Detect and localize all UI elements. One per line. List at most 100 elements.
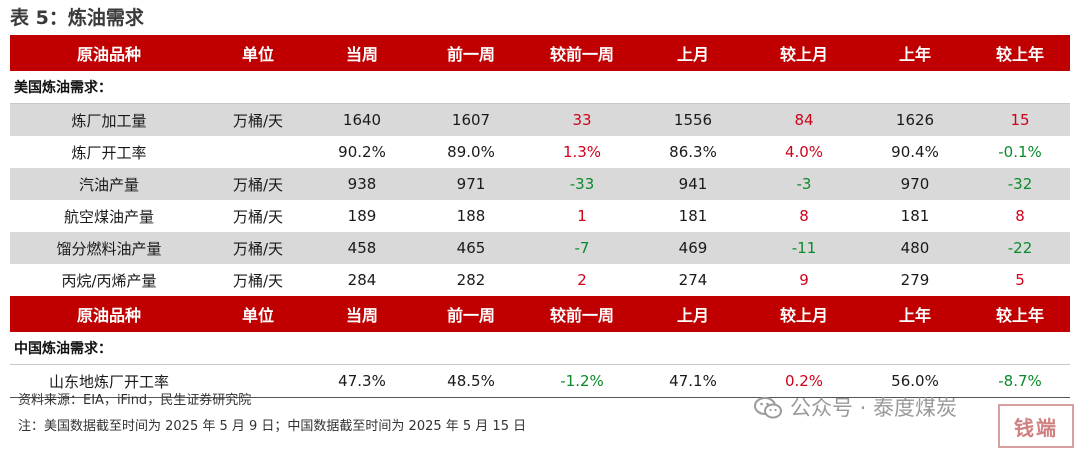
cell-name: 汽油产量 [78, 175, 139, 194]
cell-yoy: 15 [1010, 111, 1030, 129]
cell-month: 941 [678, 175, 708, 193]
cell-name: 丙烷/丙烯产量 [61, 271, 157, 290]
cell-unit: 万桶/天 [232, 175, 284, 194]
table-row: 炼厂加工量 万桶/天 1640 1607 33 1556 84 1626 15 [10, 104, 1070, 136]
cell-year: 480 [900, 239, 930, 257]
section-label: 中国炼油需求： [14, 341, 112, 357]
cell-wow: -7 [574, 239, 590, 257]
cell-mom: -11 [791, 239, 817, 257]
corner-stamp: 钱端 [998, 404, 1074, 448]
header-cell: 当周 [345, 45, 378, 64]
refining-demand-table: 原油品种 单位 当周 前一周 较前一周 上月 较上月 上年 较上年 美国炼油需求… [10, 35, 1070, 398]
cell-wow: -33 [569, 175, 595, 193]
cell-week: 458 [347, 239, 377, 257]
table-row: 山东地炼厂开工率 47.3% 48.5% -1.2% 47.1% 0.2% 56.0% -8.… [10, 365, 1070, 397]
cell-week: 90.2% [338, 143, 386, 161]
cell-wow: 33 [572, 111, 592, 129]
header-cell: 较上月 [779, 45, 828, 64]
footnote: 注：美国数据截至时间为 2025 年 5 月 9 日；中国数据截至时间为 202… [18, 419, 527, 434]
cell-mom: 9 [799, 271, 809, 289]
cell-mom: 4.0% [784, 143, 824, 161]
cell-week: 938 [347, 175, 377, 193]
table-row: 炼厂开工率 90.2% 89.0% 1.3% 86.3% 4.0% 90.4% -0.1% [10, 136, 1070, 168]
cell-month: 181 [678, 207, 708, 225]
cell-prev-week: 1607 [451, 111, 491, 129]
header-cell: 单位 [241, 45, 274, 64]
header-cell: 较上年 [995, 45, 1044, 64]
cell-unit: 万桶/天 [232, 207, 284, 226]
notes: 资料来源：EIA，iFind，民生证券研究院 注：美国数据截至时间为 2025 … [18, 389, 526, 441]
header-cell: 较前一周 [549, 45, 614, 64]
header-cell: 较上年 [995, 306, 1044, 325]
cell-month: 47.1% [669, 372, 717, 390]
cell-yoy: -32 [1007, 175, 1033, 193]
cell-yoy: -0.1% [998, 143, 1042, 161]
cell-unit: 万桶/天 [232, 271, 284, 290]
cell-wow: -1.2% [560, 372, 604, 390]
watermark: 公众号 · 泰度煤炭 [754, 392, 957, 424]
table-header-repeat: 原油品种 单位 当周 前一周 较前一周 上月 较上月 上年 较上年 [10, 296, 1070, 332]
cell-mom: -3 [796, 175, 812, 193]
cell-name: 航空煤油产量 [63, 207, 154, 226]
cell-prev-week: 282 [456, 271, 486, 289]
header-cell: 原油品种 [76, 45, 141, 64]
cell-prev-week: 465 [456, 239, 486, 257]
header-cell: 上月 [676, 45, 709, 64]
cell-year: 181 [900, 207, 930, 225]
header-cell: 当周 [345, 306, 378, 325]
header-cell: 上月 [676, 306, 709, 325]
section-us: 美国炼油需求： [10, 71, 1070, 104]
table-bottom-rule [10, 397, 1070, 398]
cell-year: 56.0% [891, 372, 939, 390]
cell-year: 90.4% [891, 143, 939, 161]
cell-name: 馏分燃料油产量 [56, 239, 162, 258]
cell-name: 山东地炼厂开工率 [48, 372, 169, 391]
header-cell: 前一周 [446, 306, 495, 325]
header-cell: 上年 [898, 306, 931, 325]
table-title: 表 5：炼油需求 [10, 7, 144, 29]
cell-unit: 万桶/天 [232, 239, 284, 258]
table-header: 原油品种 单位 当周 前一周 较前一周 上月 较上月 上年 较上年 [10, 35, 1070, 71]
cell-wow: 1 [577, 207, 587, 225]
cell-mom: 0.2% [784, 372, 824, 390]
table-row: 航空煤油产量 万桶/天 189 188 1 181 8 181 8 [10, 200, 1070, 232]
cell-name: 炼厂加工量 [71, 111, 147, 130]
cell-year: 970 [900, 175, 930, 193]
cell-name: 炼厂开工率 [71, 143, 147, 162]
cell-yoy: -22 [1007, 239, 1033, 257]
cell-prev-week: 188 [456, 207, 486, 225]
section-label: 美国炼油需求： [14, 80, 112, 96]
header-cell: 上年 [898, 45, 931, 64]
cell-month: 274 [678, 271, 708, 289]
cell-prev-week: 48.5% [447, 372, 495, 390]
cell-yoy: 8 [1015, 207, 1025, 225]
header-cell: 较上月 [779, 306, 828, 325]
cn-rows: 山东地炼厂开工率 47.3% 48.5% -1.2% 47.1% 0.2% 56.0% -8.… [10, 365, 1070, 397]
cell-wow: 2 [577, 271, 587, 289]
cell-wow: 1.3% [562, 143, 602, 161]
cell-week: 47.3% [338, 372, 386, 390]
source-note: 资料来源：EIA，iFind，民生证券研究院 [18, 393, 252, 408]
cell-week: 1640 [342, 111, 382, 129]
section-cn: 中国炼油需求： [10, 332, 1070, 365]
table-row: 馏分燃料油产量 万桶/天 458 465 -7 469 -11 480 -22 [10, 232, 1070, 264]
cell-week: 284 [347, 271, 377, 289]
cell-yoy: -8.7% [998, 372, 1042, 390]
cell-prev-week: 89.0% [447, 143, 495, 161]
cell-mom: 84 [794, 111, 814, 129]
cell-prev-week: 971 [456, 175, 486, 193]
table-row: 汽油产量 万桶/天 938 971 -33 941 -3 970 -32 [10, 168, 1070, 200]
cell-year: 279 [900, 271, 930, 289]
cell-month: 86.3% [669, 143, 717, 161]
cell-month: 469 [678, 239, 708, 257]
wechat-icon [754, 397, 782, 419]
cell-mom: 8 [799, 207, 809, 225]
header-cell: 较前一周 [549, 306, 614, 325]
header-cell: 前一周 [446, 45, 495, 64]
table-row: 丙烷/丙烯产量 万桶/天 284 282 2 274 9 279 5 [10, 264, 1070, 296]
header-cell: 单位 [241, 306, 274, 325]
cell-month: 1556 [673, 111, 713, 129]
cell-week: 189 [347, 207, 377, 225]
watermark-text: 公众号 · 泰度煤炭 [790, 396, 958, 420]
cell-year: 1626 [895, 111, 935, 129]
